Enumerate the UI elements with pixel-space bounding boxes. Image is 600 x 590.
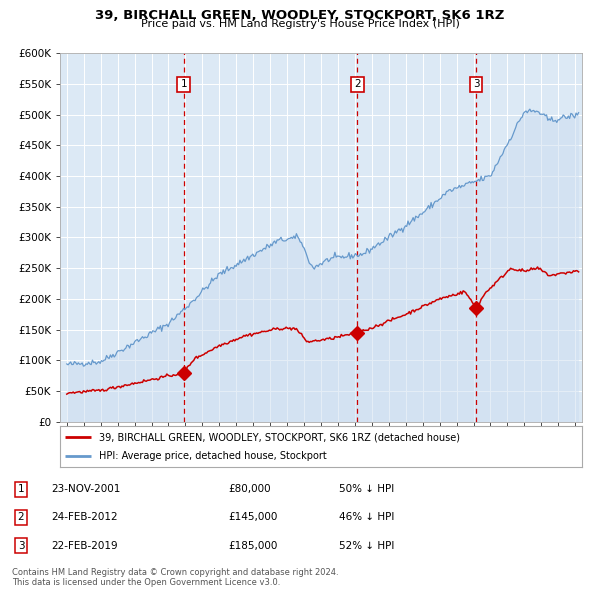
- Text: 23-NOV-2001: 23-NOV-2001: [51, 484, 121, 494]
- Text: HPI: Average price, detached house, Stockport: HPI: Average price, detached house, Stoc…: [99, 451, 327, 461]
- Text: 1: 1: [181, 80, 187, 90]
- Text: Price paid vs. HM Land Registry's House Price Index (HPI): Price paid vs. HM Land Registry's House …: [140, 19, 460, 30]
- Text: 39, BIRCHALL GREEN, WOODLEY, STOCKPORT, SK6 1RZ (detached house): 39, BIRCHALL GREEN, WOODLEY, STOCKPORT, …: [99, 432, 460, 442]
- Text: £185,000: £185,000: [228, 541, 277, 550]
- Text: 46% ↓ HPI: 46% ↓ HPI: [339, 513, 394, 522]
- Text: 24-FEB-2012: 24-FEB-2012: [51, 513, 118, 522]
- Text: 52% ↓ HPI: 52% ↓ HPI: [339, 541, 394, 550]
- Text: 3: 3: [473, 80, 479, 90]
- Text: 22-FEB-2019: 22-FEB-2019: [51, 541, 118, 550]
- Text: 2: 2: [354, 80, 361, 90]
- Text: £145,000: £145,000: [228, 513, 277, 522]
- Text: 50% ↓ HPI: 50% ↓ HPI: [339, 484, 394, 494]
- Text: 39, BIRCHALL GREEN, WOODLEY, STOCKPORT, SK6 1RZ: 39, BIRCHALL GREEN, WOODLEY, STOCKPORT, …: [95, 9, 505, 22]
- Text: 2: 2: [17, 513, 25, 522]
- Text: 1: 1: [17, 484, 25, 494]
- Text: 3: 3: [17, 541, 25, 550]
- Text: Contains HM Land Registry data © Crown copyright and database right 2024.
This d: Contains HM Land Registry data © Crown c…: [12, 568, 338, 587]
- Text: £80,000: £80,000: [228, 484, 271, 494]
